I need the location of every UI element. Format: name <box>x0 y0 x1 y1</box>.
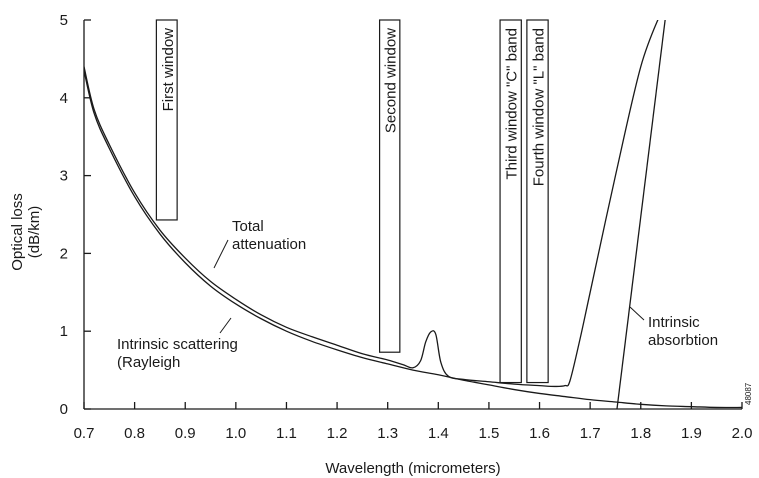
rayleigh-scattering-label-line: (Rayleigh <box>117 354 180 371</box>
absorption-leader-line <box>629 306 645 321</box>
x-tick-label: 0.9 <box>175 425 196 442</box>
x-tick-label: 1.2 <box>327 425 348 442</box>
x-tick-label: 1.0 <box>225 425 246 442</box>
y-axis-title: Optical loss(dB/km) <box>9 193 43 271</box>
x-tick-label: 0.7 <box>74 425 95 442</box>
window-label-4: Fourth window "L" band <box>531 28 548 186</box>
x-tick-label: 1.3 <box>377 425 398 442</box>
y-axis-title-line: Optical loss <box>9 193 26 271</box>
intrinsic-absorption-label-line: Intrinsic <box>648 314 700 331</box>
x-tick-label: 1.1 <box>276 425 297 442</box>
intrinsic-absorption-label: Intrinsic absorbtion <box>648 314 718 349</box>
rayleigh-scattering-label: Intrinsic scattering (Rayleigh <box>117 336 238 371</box>
y-tick-label: 0 <box>60 401 68 418</box>
y-axis-title-line: (dB/km) <box>26 206 43 259</box>
window-band-3 <box>499 19 522 384</box>
curve-absorption <box>616 20 666 409</box>
rayleigh-scattering-label-line: Intrinsic scattering <box>117 336 238 353</box>
total-attenuation-label: Total attenuation <box>232 218 306 253</box>
y-tick-label: 4 <box>60 90 68 107</box>
x-tick-label: 1.5 <box>478 425 499 442</box>
window-band-2 <box>378 19 401 353</box>
rayleigh-leader-line <box>219 317 232 334</box>
curve-rayleigh <box>84 70 742 409</box>
x-tick-label: 1.9 <box>681 425 702 442</box>
y-tick-label: 1 <box>60 323 68 340</box>
x-tick-label: 1.7 <box>580 425 601 442</box>
x-tick-label: 0.8 <box>124 425 145 442</box>
window-label-3: Third window "C" band <box>504 28 521 180</box>
curve-total <box>84 20 659 388</box>
window-band-1 <box>155 19 178 221</box>
window-label-2: Second window <box>383 28 400 133</box>
y-tick-label: 3 <box>60 168 68 185</box>
total-leader-line <box>213 239 229 269</box>
total-attenuation-label-line: attenuation <box>232 236 306 253</box>
x-tick-label: 1.4 <box>428 425 449 442</box>
y-tick-label: 5 <box>60 12 68 29</box>
x-tick-label: 1.6 <box>529 425 550 442</box>
y-tick-label: 2 <box>60 245 68 262</box>
intrinsic-absorption-label-line: absorbtion <box>648 332 718 349</box>
figure-id: 48087 <box>744 382 753 405</box>
x-tick-label: 2.0 <box>732 425 753 442</box>
x-tick-label: 1.8 <box>630 425 651 442</box>
curves-group <box>84 20 742 409</box>
window-label-1: First window <box>160 28 177 112</box>
total-attenuation-label-line: Total <box>232 218 264 235</box>
window-band-4 <box>526 19 549 384</box>
x-axis-title: Wavelength (micrometers) <box>325 460 500 477</box>
